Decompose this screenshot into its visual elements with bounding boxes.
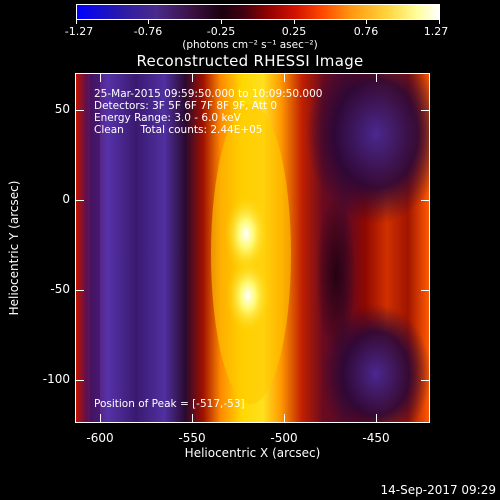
overlay-energy-range: Energy Range: 3.0 - 6.0 keV — [94, 112, 241, 124]
plot-timestamp: 14-Sep-2017 09:29 — [380, 483, 496, 497]
y-tick-label: 0 — [62, 192, 70, 206]
y-axis-label: Heliocentric Y (arcsec) — [7, 180, 21, 316]
rhessi-image-canvas — [76, 74, 429, 422]
x-tick-label: -550 — [178, 431, 206, 445]
colorbar-units: (photons cm⁻² s⁻¹ asec⁻²) — [182, 39, 318, 51]
x-tick-label: -450 — [362, 431, 390, 445]
x-tick-label: -500 — [270, 431, 298, 445]
colorbar — [76, 4, 440, 20]
x-tick-label: -600 — [86, 431, 114, 445]
colorbar-tick-label: 0.25 — [281, 25, 307, 38]
rhessi-image: 25-Mar-2015 09:59:50.000 to 10:09:50.000… — [75, 73, 430, 423]
x-axis-label: Heliocentric X (arcsec) — [184, 446, 321, 460]
y-tick-label: -50 — [50, 282, 70, 296]
overlay-time-range: 25-Mar-2015 09:59:50.000 to 10:09:50.000 — [94, 88, 323, 100]
overlay-detectors: Detectors: 3F 5F 6F 7F 8F 9F, Att 0 — [94, 100, 278, 112]
overlay-peak-position: Position of Peak = [-517,-53] — [94, 398, 245, 410]
y-tick-label: 50 — [54, 102, 70, 116]
colorbar-tick-label: -1.27 — [64, 25, 94, 38]
colorbar-tick-label: -0.25 — [206, 25, 236, 38]
colorbar-tick-labels: -1.27 -0.76 -0.25 0.25 0.76 1.27 — [0, 0, 500, 40]
plot-title: Reconstructed RHESSI Image — [136, 52, 364, 70]
colorbar-tick-label: -0.76 — [133, 25, 163, 38]
y-tick-label: -100 — [42, 372, 70, 386]
colorbar-tick-label: 1.27 — [423, 25, 449, 38]
overlay-method-counts: Clean Total counts: 2.44E+05 — [94, 124, 263, 136]
colorbar-tick-label: 0.76 — [353, 25, 379, 38]
